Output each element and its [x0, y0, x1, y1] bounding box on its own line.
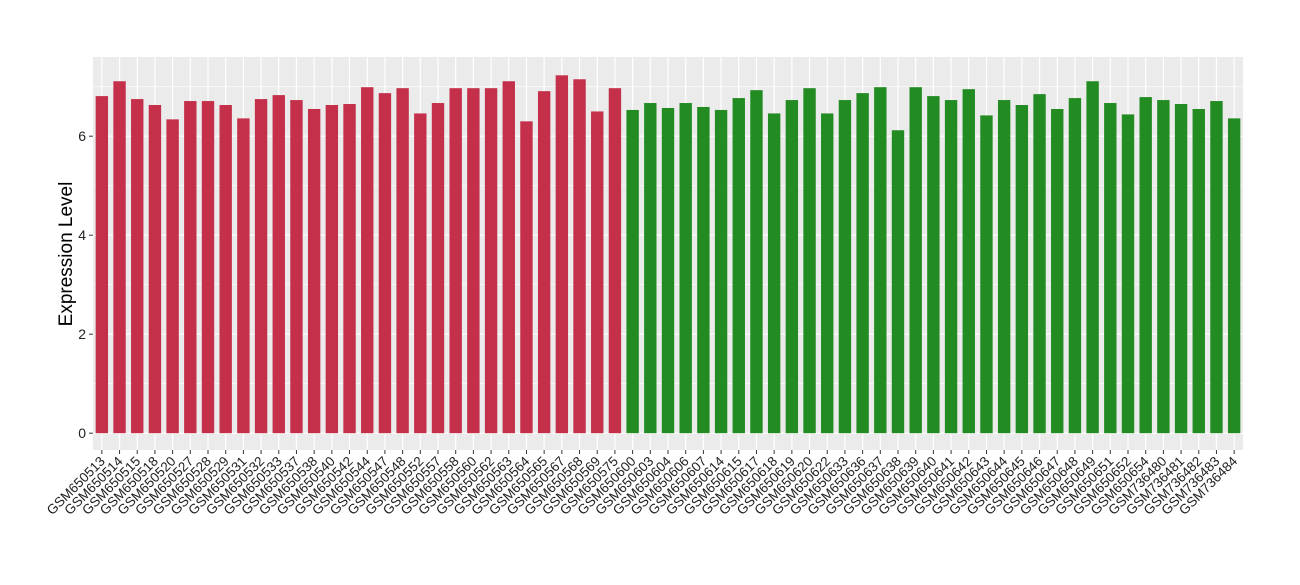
y-tick-label: 6 — [78, 128, 86, 144]
bar-GSM650637 — [874, 87, 887, 434]
bar-GSM650646 — [1033, 94, 1046, 434]
x-axis: GSM650513GSM650514GSM650515GSM650518GSM6… — [44, 450, 1241, 518]
bar-GSM650607 — [697, 106, 710, 434]
bar-GSM650567 — [555, 75, 569, 434]
bar-GSM650640 — [927, 96, 940, 434]
bar-GSM650645 — [1015, 105, 1029, 434]
bar-GSM650565 — [537, 91, 551, 434]
bar-GSM650647 — [1051, 108, 1064, 434]
bar-GSM736484 — [1227, 118, 1241, 434]
y-axis: 0 2 4 6 — [78, 128, 93, 441]
bar-GSM650527 — [184, 101, 197, 434]
bar-GSM650532 — [254, 99, 268, 434]
bar-GSM650615 — [732, 98, 745, 434]
bar-GSM650552 — [414, 113, 427, 434]
bar-GSM650644 — [997, 100, 1011, 434]
bar-GSM650642 — [962, 89, 975, 434]
bar-GSM650649 — [1086, 81, 1099, 434]
bar-GSM650514 — [113, 81, 126, 434]
bar-GSM650513 — [95, 96, 109, 434]
bar-GSM650564 — [520, 121, 533, 434]
bar-GSM650529 — [219, 105, 232, 434]
bar-GSM650569 — [591, 111, 604, 434]
bar-GSM650538 — [307, 108, 321, 434]
bar-GSM650563 — [502, 81, 515, 434]
bar-GSM650639 — [909, 87, 922, 434]
bar-GSM650533 — [272, 95, 285, 434]
bar-GSM650557 — [431, 103, 445, 434]
bar-GSM650531 — [237, 118, 250, 434]
bar-GSM736483 — [1210, 101, 1223, 434]
bar-GSM650548 — [396, 88, 409, 434]
bar-GSM650518 — [148, 105, 162, 434]
y-tick-label: 4 — [78, 227, 86, 243]
bar-GSM736480 — [1157, 100, 1170, 434]
bar-GSM650562 — [484, 88, 498, 434]
bar-GSM650619 — [785, 100, 799, 434]
bars — [95, 75, 1241, 434]
bar-GSM650542 — [343, 104, 356, 434]
bar-GSM736481 — [1174, 104, 1188, 434]
bar-GSM650620 — [803, 88, 816, 434]
bar-GSM650617 — [750, 90, 763, 434]
bar-GSM650652 — [1121, 114, 1135, 434]
bar-GSM650606 — [679, 103, 692, 434]
bar-GSM650604 — [661, 107, 675, 434]
bar-GSM650544 — [361, 87, 374, 434]
bar-GSM650636 — [856, 93, 869, 434]
bar-GSM650654 — [1139, 97, 1152, 434]
bar-GSM650547 — [378, 93, 392, 434]
bar-GSM650641 — [944, 100, 958, 434]
bar-GSM650643 — [980, 115, 993, 434]
bar-GSM650558 — [449, 88, 462, 434]
bar-GSM650651 — [1104, 103, 1117, 434]
bar-GSM650622 — [821, 113, 834, 434]
bar-GSM650638 — [891, 130, 905, 434]
y-axis-label: Expression Level — [56, 182, 77, 327]
bar-GSM650515 — [131, 99, 144, 434]
bar-GSM650603 — [644, 103, 657, 434]
bar-GSM650520 — [166, 119, 179, 434]
y-tick-label: 2 — [78, 326, 86, 342]
bar-GSM650528 — [201, 101, 215, 434]
bar-GSM650614 — [714, 109, 728, 434]
y-tick-label: 0 — [78, 425, 86, 441]
bar-GSM736482 — [1192, 108, 1205, 434]
bar-GSM650618 — [767, 113, 781, 434]
bar-GSM650568 — [573, 79, 586, 434]
bar-GSM650575 — [608, 88, 622, 434]
bar-GSM650540 — [325, 105, 339, 434]
bar-GSM650600 — [626, 109, 639, 434]
bar-GSM650560 — [467, 88, 480, 434]
bar-GSM650648 — [1068, 98, 1082, 434]
bar-GSM650633 — [838, 100, 852, 434]
bar-GSM650537 — [290, 100, 303, 434]
